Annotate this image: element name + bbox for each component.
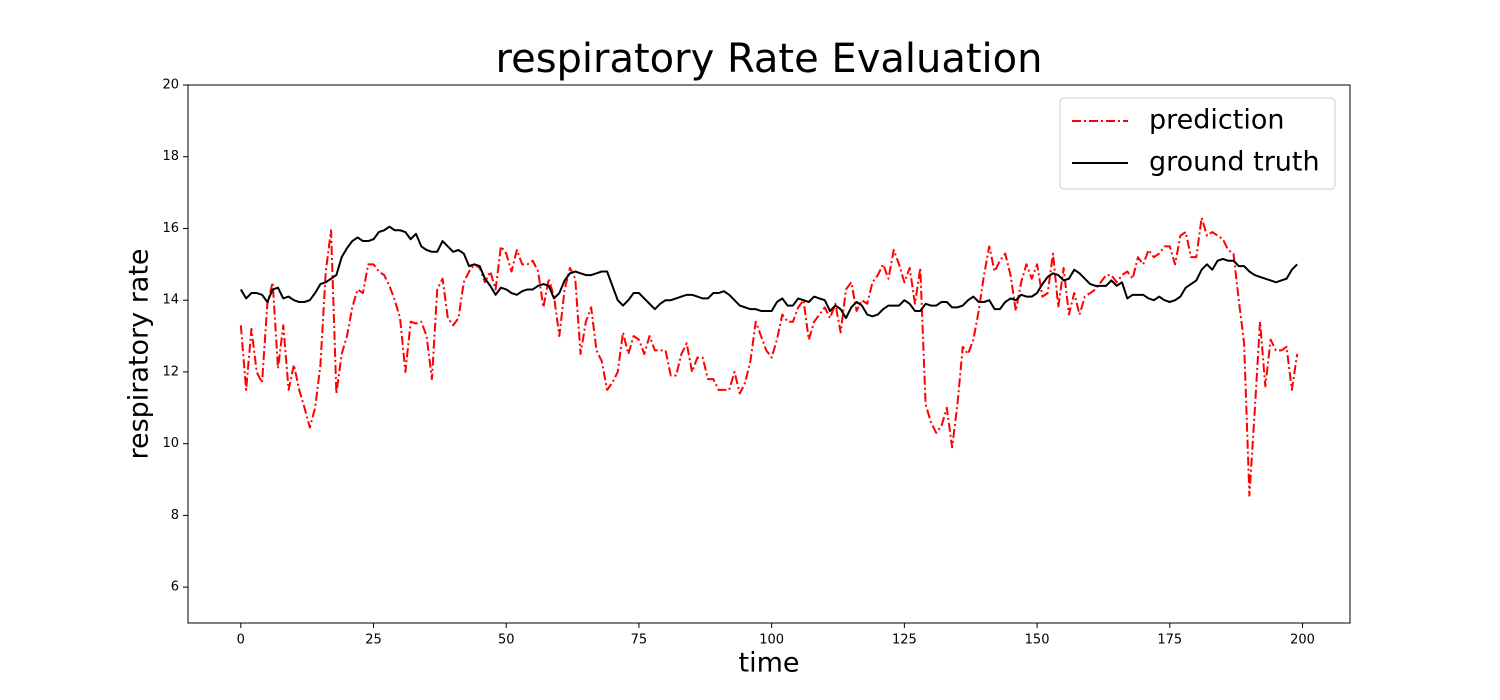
y-tick-label: 16: [162, 221, 179, 236]
plot-frame: [187, 84, 1351, 624]
y-tick-label: 12: [162, 364, 179, 379]
y-tick-label: 6: [171, 580, 179, 595]
series-line: [239, 216, 1299, 497]
y-tick-label: 14: [162, 293, 179, 308]
x-tick-label: 25: [365, 633, 382, 648]
x-tick-label: 100: [759, 633, 784, 648]
y-tick-label: 20: [162, 78, 179, 93]
legend-label: prediction: [1149, 105, 1284, 136]
x-tick-label: 150: [1025, 633, 1050, 648]
chart-title: respiratory Rate Evaluation: [496, 36, 1043, 82]
x-tick-label: 75: [631, 633, 648, 648]
x-tick-label: 0: [237, 633, 245, 648]
legend-label: ground truth: [1149, 147, 1320, 178]
y-tick-label: 10: [162, 436, 179, 451]
y-axis-label: respiratory rate: [124, 248, 155, 459]
x-tick-label: 125: [892, 633, 917, 648]
x-tick-label: 50: [498, 633, 515, 648]
legend-box: [1059, 97, 1336, 190]
x-tick-label: 200: [1290, 633, 1315, 648]
series-line: [239, 225, 1298, 320]
x-tick-label: 175: [1157, 633, 1182, 648]
y-tick-label: 18: [162, 149, 179, 164]
x-axis-label: time: [738, 648, 799, 679]
y-tick-label: 8: [171, 508, 179, 523]
